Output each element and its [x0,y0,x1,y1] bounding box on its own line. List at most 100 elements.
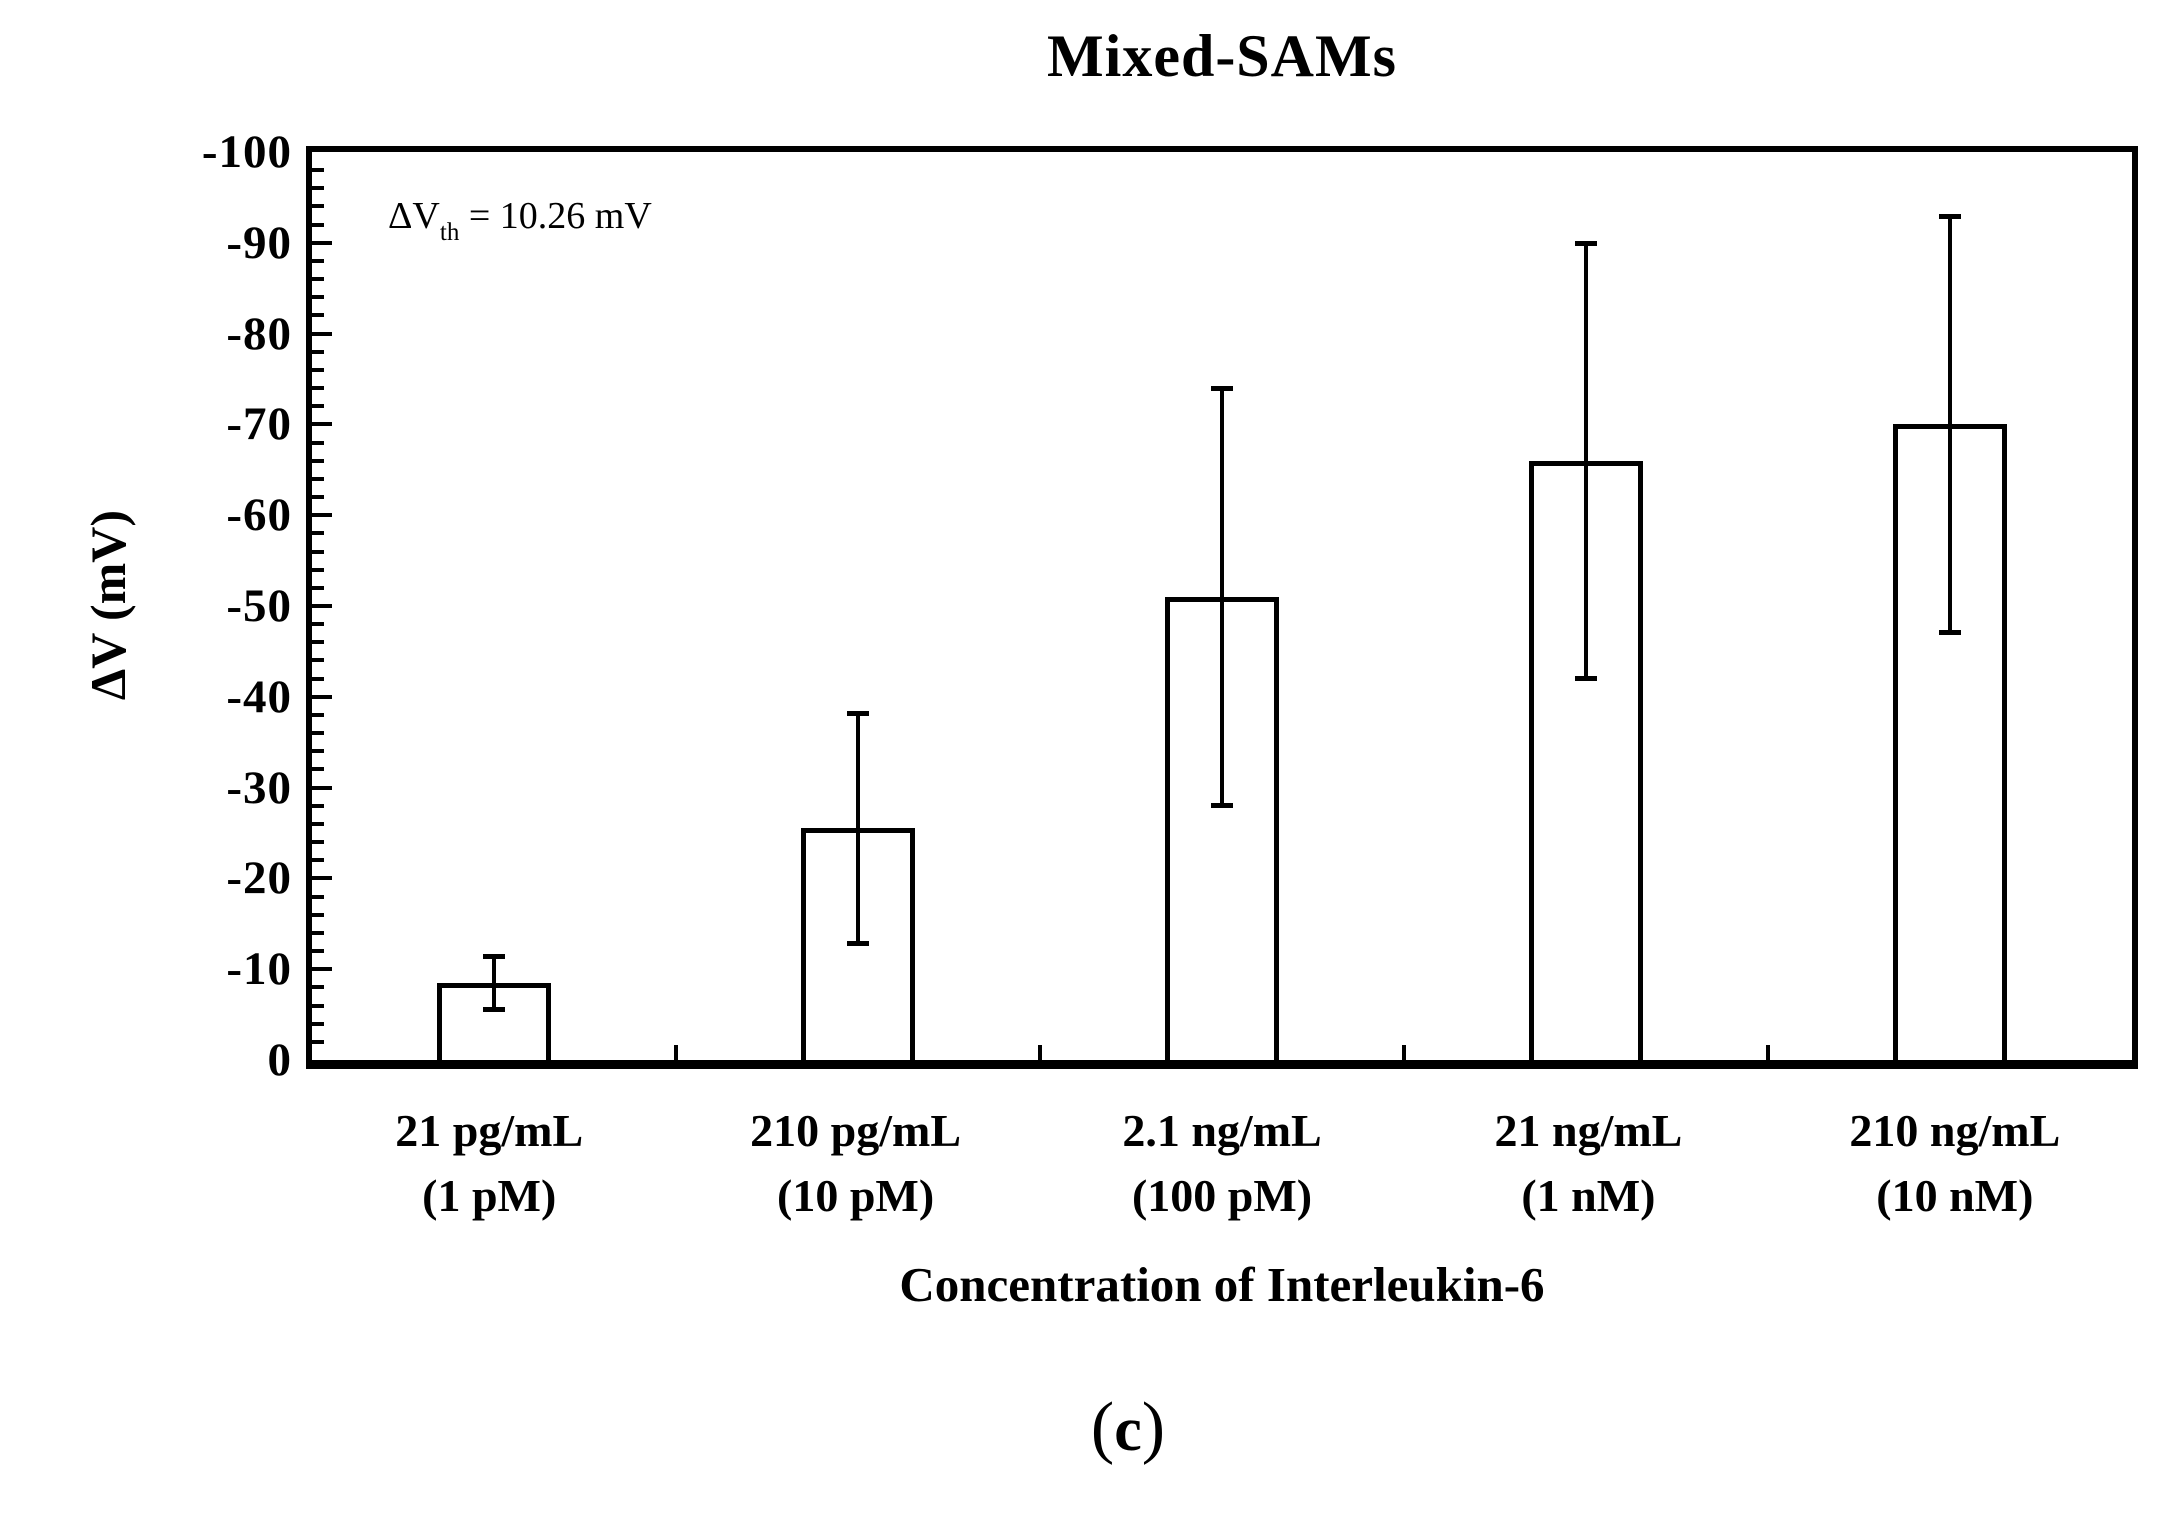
y-tick-label: -50 [226,580,292,632]
x-category-label: 210 ng/mL (10 nM) [1772,1098,2138,1229]
x-category-line2: (100 pM) [1131,1170,1313,1222]
error-bar-line [1584,242,1588,679]
error-bar-line [1220,388,1224,806]
error-bar-cap-bottom [847,940,869,946]
y-minor-tick [312,495,324,500]
x-category-label: 21 ng/mL (1 nM) [1405,1098,1771,1229]
x-category-labels: 21 pg/mL (1 pM) 210 pg/mL (10 pM) 2.1 ng/mL (… [306,1098,2138,1229]
y-minor-tick [312,222,324,227]
y-minor-tick [312,640,324,645]
caption-close-paren: ) [1141,1389,1166,1466]
x-category-label: 21 pg/mL (1 pM) [306,1098,672,1229]
y-major-tick [312,422,332,427]
y-minor-tick [312,476,324,481]
y-minor-tick [312,1021,324,1026]
y-minor-tick [312,585,324,590]
x-category-line1: 210 pg/mL [750,1105,962,1156]
y-minor-tick [312,258,324,263]
error-bar-cap-bottom [483,1007,505,1013]
caption-open-paren: ( [1090,1389,1115,1466]
x-axis-label: Concentration of Interleukin-6 [899,1257,1545,1312]
y-tick-label: -20 [226,852,292,905]
y-tick-label: -30 [226,761,292,814]
error-bar-cap-top [1211,386,1233,392]
y-tick-label: -10 [226,943,292,996]
y-minor-tick [312,912,324,917]
x-boundary-tick [674,1045,678,1060]
x-boundary-tick [1402,1045,1406,1060]
y-minor-tick [312,531,324,536]
error-bar-cap-top [847,711,869,717]
y-major-tick [312,694,332,699]
plot-area: ΔVth = 10.26 mV [306,146,2138,1069]
y-minor-tick [312,803,324,808]
y-tick-label: -80 [226,307,292,360]
error-bar-cap-top [483,953,505,959]
y-minor-tick [312,295,324,300]
panel-caption: (c) [1091,1388,1165,1468]
error-bar-cap-top [1575,240,1597,246]
y-minor-tick [312,712,324,717]
y-minor-tick [312,840,324,845]
y-tick-label: -60 [226,489,292,542]
x-boundary-tick [1038,1045,1042,1060]
y-major-tick [312,240,332,245]
y-minor-tick [312,622,324,627]
bar [1893,424,2007,1060]
y-major-tick [312,785,332,790]
y-minor-tick [312,277,324,282]
error-bar-cap-bottom [1211,802,1233,808]
y-minor-tick [312,367,324,372]
y-minor-tick [312,767,324,772]
y-minor-tick [312,186,324,191]
y-minor-tick [312,440,324,445]
x-category-line2: (10 nM) [1876,1170,2034,1222]
y-minor-tick [312,386,324,391]
y-minor-tick [312,349,324,354]
annotation-suffix: = 10.26 mV [459,195,652,237]
y-minor-tick [312,458,324,463]
error-bar-cap-bottom [1575,675,1597,681]
error-bar-line [856,713,860,944]
x-category-label: 2.1 ng/mL (100 pM) [1039,1098,1405,1229]
y-tick-label: -90 [226,216,292,269]
annotation-prefix: ΔV [388,195,440,237]
error-bar-line [1948,215,1952,634]
x-category-line2: (1 nM) [1521,1170,1656,1222]
y-minor-tick [312,204,324,209]
y-minor-tick [312,313,324,318]
y-minor-tick [312,1003,324,1008]
y-minor-tick [312,749,324,754]
y-minor-tick [312,949,324,954]
y-minor-tick [312,658,324,663]
error-bar-cap-top [1939,213,1961,219]
y-major-tick [312,604,332,608]
y-tick-label: -40 [226,670,292,723]
y-minor-tick [312,894,324,899]
x-boundary-tick [1766,1045,1770,1060]
y-minor-tick [312,731,324,736]
y-minor-tick [312,930,324,935]
y-minor-tick [312,549,324,554]
y-tick-label: -70 [226,398,292,451]
x-category-line2: (10 pM) [777,1170,935,1222]
y-minor-tick [312,858,324,863]
annotation-subscript: th [439,219,460,246]
y-minor-tick [312,985,324,990]
y-minor-tick [312,676,324,681]
error-bar-cap-bottom [1939,630,1961,636]
y-major-tick [312,513,332,518]
y-major-tick [312,967,332,972]
y-minor-tick [312,404,324,409]
x-category-line1: 2.1 ng/mL [1122,1105,1322,1156]
x-category-line1: 21 pg/mL [395,1105,584,1156]
y-tick-label: -100 [201,126,292,178]
error-bar-line [492,955,496,1011]
threshold-annotation: ΔVth = 10.26 mV [388,194,652,246]
chart-title: Mixed-SAMs [1047,23,1397,89]
x-category-label: 210 pg/mL (10 pM) [672,1098,1038,1229]
x-category-line1: 21 ng/mL [1494,1105,1683,1156]
y-major-tick [312,876,332,881]
caption-letter: c [1114,1396,1142,1464]
